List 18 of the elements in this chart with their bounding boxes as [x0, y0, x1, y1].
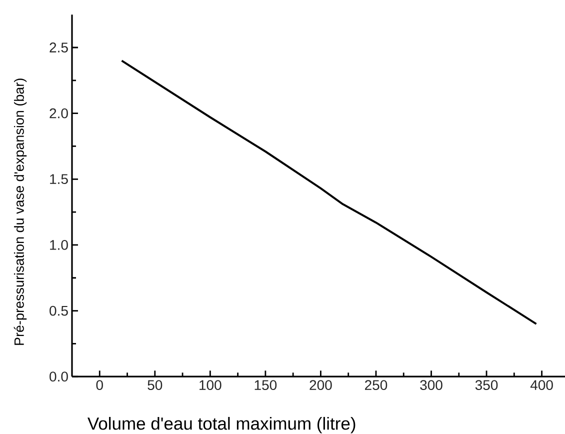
x-tick-label: 250 — [365, 380, 388, 390]
y-axis-title: Pré-pressurisation du vase d'expansion (bar) — [14, 78, 27, 345]
x-tick-label: 0 — [96, 380, 103, 390]
x-tick-label: 100 — [200, 380, 222, 390]
x-tick-label: 350 — [475, 380, 498, 390]
y-tick-label: 1.0 — [50, 240, 68, 250]
y-tick-label: 0.5 — [50, 306, 68, 316]
y-tick-label: 2.5 — [50, 42, 68, 52]
y-tick-label: 1.5 — [50, 174, 68, 184]
line-series — [120, 60, 538, 325]
x-tick-label: 50 — [148, 380, 162, 390]
y-tick-label: 2.0 — [50, 108, 68, 118]
x-tick-label: 300 — [420, 380, 442, 390]
x-tick-label: 150 — [254, 380, 277, 390]
y-tick-label: 0.0 — [50, 372, 68, 382]
x-tick-label: 400 — [530, 380, 553, 390]
x-axis-title: Volume d'eau total maximum (litre) — [88, 416, 356, 434]
x-tick-label: 200 — [310, 380, 332, 390]
